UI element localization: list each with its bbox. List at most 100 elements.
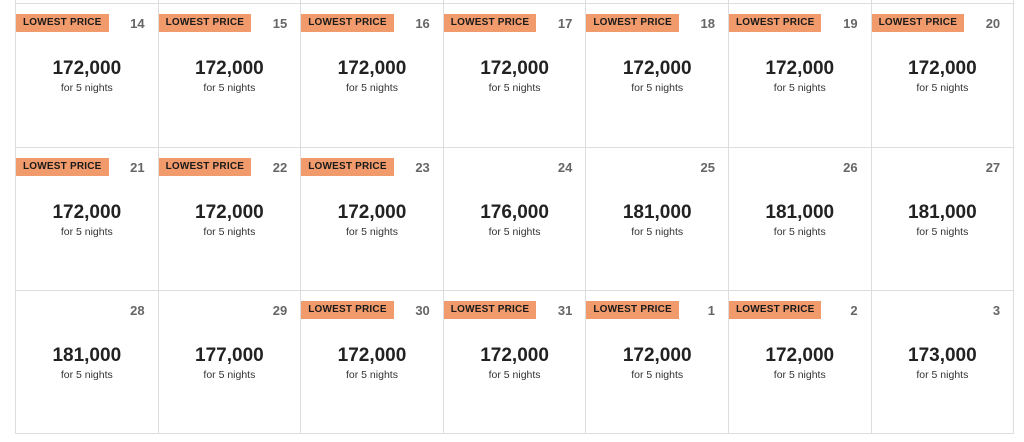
day-number: 23 <box>415 159 430 175</box>
nights-label: for 5 nights <box>916 368 969 381</box>
price: 172,000 <box>52 201 122 223</box>
nights-label: for 5 nights <box>488 225 541 238</box>
price: 176,000 <box>480 201 549 223</box>
calendar-day-cell[interactable]: LOWEST PRICE 31 172,000 for 5 nights <box>443 290 587 435</box>
calendar-day-cell[interactable]: 26 181,000 for 5 nights <box>728 147 872 291</box>
nights-label: for 5 nights <box>346 82 398 95</box>
price: 172,000 <box>622 344 692 366</box>
price: 172,000 <box>765 58 835 80</box>
calendar-day-cell[interactable] <box>586 0 729 5</box>
price: 181,000 <box>908 201 977 223</box>
price: 172,000 <box>908 58 977 80</box>
price: 177,000 <box>195 344 264 366</box>
price: 172,000 <box>195 201 264 223</box>
day-number: 16 <box>415 16 430 32</box>
calendar-day-cell[interactable]: LOWEST PRICE 23 172,000 for 5 nights <box>301 147 444 291</box>
nights-label: for 5 nights <box>60 225 113 238</box>
calendar-day-cell[interactable]: 25 181,000 for 5 nights <box>586 147 729 291</box>
price: 172,000 <box>195 58 264 80</box>
price: 172,000 <box>480 344 549 366</box>
day-number: 14 <box>130 16 145 32</box>
day-number: 30 <box>415 302 430 318</box>
day-number: 15 <box>272 16 288 32</box>
calendar-day-cell[interactable]: LOWEST PRICE 20 172,000 for 5 nights <box>871 4 1015 148</box>
calendar-day-cell[interactable]: LOWEST PRICE 21 172,000 for 5 nights <box>16 147 159 291</box>
calendar-day-cell[interactable]: LOWEST PRICE 2 172,000 for 5 nights <box>728 290 872 435</box>
calendar-day-cell[interactable]: 28 181,000 for 5 nights <box>16 290 159 435</box>
nights-label: for 5 nights <box>773 82 826 95</box>
nights-label: for 5 nights <box>203 82 256 95</box>
lowest-price-badge: LOWEST PRICE <box>586 14 679 33</box>
price: 172,000 <box>52 58 122 80</box>
calendar-day-cell[interactable]: LOWEST PRICE 22 172,000 for 5 nights <box>158 147 302 291</box>
calendar-day-cell[interactable]: LOWEST PRICE 30 172,000 for 5 nights <box>301 290 444 435</box>
nights-label: for 5 nights <box>631 82 684 95</box>
lowest-price-badge: LOWEST PRICE <box>586 300 679 319</box>
nights-label: for 5 nights <box>346 368 398 381</box>
calendar-day-cell[interactable]: 3 173,000 for 5 nights <box>871 290 1015 435</box>
calendar-day-cell[interactable]: LOWEST PRICE 18 172,000 for 5 nights <box>586 4 729 148</box>
lowest-price-badge: LOWEST PRICE <box>301 14 394 33</box>
price: 172,000 <box>337 201 407 223</box>
day-number: 3 <box>992 302 1001 318</box>
day-number: 29 <box>272 302 288 318</box>
day-number: 2 <box>850 302 858 318</box>
price-calendar: LOWEST PRICE 14 172,000 for 5 nights LOWEST … <box>15 0 1015 435</box>
lowest-price-badge: LOWEST PRICE <box>728 300 822 319</box>
calendar-day-cell[interactable] <box>16 0 159 5</box>
price: 172,000 <box>480 58 549 80</box>
day-number: 24 <box>557 159 573 175</box>
nights-label: for 5 nights <box>916 225 969 238</box>
calendar-day-cell[interactable]: LOWEST PRICE 14 172,000 for 5 nights <box>16 4 159 148</box>
price: 172,000 <box>622 58 692 80</box>
nights-label: for 5 nights <box>203 225 256 238</box>
day-number: 28 <box>130 302 145 318</box>
calendar-day-cell[interactable] <box>728 0 872 5</box>
calendar-day-cell[interactable]: LOWEST PRICE 1 172,000 for 5 nights <box>586 290 729 435</box>
lowest-price-badge: LOWEST PRICE <box>301 300 394 319</box>
day-number: 21 <box>130 159 145 175</box>
price: 172,000 <box>337 58 407 80</box>
lowest-price-badge: LOWEST PRICE <box>871 14 965 33</box>
calendar-day-cell[interactable] <box>301 0 444 5</box>
lowest-price-badge: LOWEST PRICE <box>301 157 394 176</box>
nights-label: for 5 nights <box>60 82 113 95</box>
calendar-day-cell[interactable]: LOWEST PRICE 19 172,000 for 5 nights <box>728 4 872 148</box>
day-number: 20 <box>985 16 1001 32</box>
nights-label: for 5 nights <box>488 82 541 95</box>
calendar-day-cell[interactable]: 24 176,000 for 5 nights <box>443 147 587 291</box>
day-number: 19 <box>843 16 858 32</box>
lowest-price-badge: LOWEST PRICE <box>728 14 822 33</box>
day-number: 31 <box>557 302 573 318</box>
calendar-day-cell[interactable] <box>443 0 587 5</box>
nights-label: for 5 nights <box>916 82 969 95</box>
price: 181,000 <box>765 201 835 223</box>
price: 172,000 <box>765 344 835 366</box>
nights-label: for 5 nights <box>631 368 684 381</box>
day-number: 22 <box>272 159 288 175</box>
price: 172,000 <box>337 344 407 366</box>
nights-label: for 5 nights <box>346 225 398 238</box>
lowest-price-badge: LOWEST PRICE <box>443 14 537 33</box>
lowest-price-badge: LOWEST PRICE <box>16 14 109 33</box>
day-number: 25 <box>700 159 715 175</box>
nights-label: for 5 nights <box>773 225 826 238</box>
calendar-day-cell[interactable]: 27 181,000 for 5 nights <box>871 147 1015 291</box>
calendar-day-cell[interactable] <box>158 0 302 5</box>
nights-label: for 5 nights <box>60 368 113 381</box>
nights-label: for 5 nights <box>631 225 684 238</box>
lowest-price-badge: LOWEST PRICE <box>443 300 537 319</box>
calendar-day-cell[interactable] <box>871 0 1015 5</box>
price: 173,000 <box>908 344 977 366</box>
nights-label: for 5 nights <box>203 368 256 381</box>
calendar-day-cell[interactable]: LOWEST PRICE 17 172,000 for 5 nights <box>443 4 587 148</box>
calendar-day-cell[interactable]: LOWEST PRICE 16 172,000 for 5 nights <box>301 4 444 148</box>
calendar-day-cell[interactable]: 29 177,000 for 5 nights <box>158 290 302 435</box>
nights-label: for 5 nights <box>773 368 826 381</box>
day-number: 26 <box>843 159 858 175</box>
lowest-price-badge: LOWEST PRICE <box>158 157 252 176</box>
lowest-price-badge: LOWEST PRICE <box>158 14 252 33</box>
price: 181,000 <box>52 344 122 366</box>
calendar-day-cell[interactable]: LOWEST PRICE 15 172,000 for 5 nights <box>158 4 302 148</box>
lowest-price-badge: LOWEST PRICE <box>16 157 109 176</box>
